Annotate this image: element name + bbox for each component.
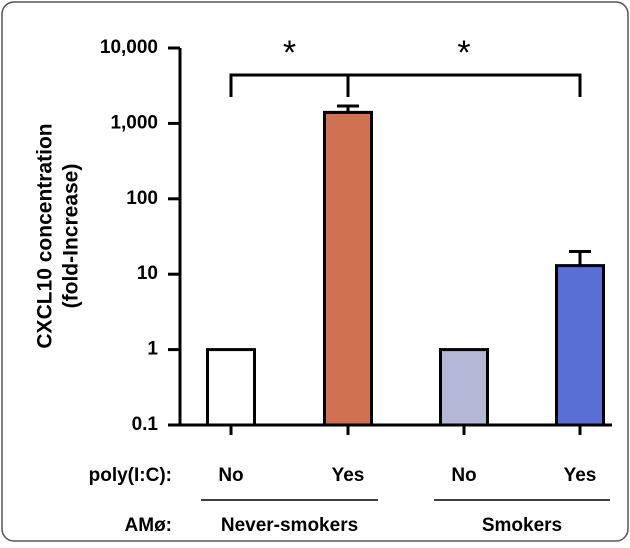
bar [206,348,256,427]
group-label: Smokers [482,515,562,536]
x-row-label: poly(I:C): [89,465,172,486]
y-axis-label: (fold-Increase) [60,164,83,309]
y-tick-label: 10,000 [100,37,158,58]
x-tick-label: No [451,465,476,486]
significance-label: * [457,34,470,72]
significance-bracket [346,73,582,97]
y-tick-label: 1 [147,339,158,360]
x-tick-label: Yes [332,465,365,486]
group-label: Never-smokers [221,515,358,536]
y-axis-label: CXCL10 concentration [34,123,57,348]
y-tick-label: 0.1 [132,414,159,435]
significance-label: * [283,34,296,72]
group-row-label: AMø: [125,515,172,536]
bar [439,348,489,427]
y-tick-label: 1,000 [110,112,158,133]
x-tick-label: Yes [564,465,597,486]
x-tick-label: No [218,465,243,486]
bar [555,264,605,427]
y-tick-label: 100 [126,188,158,209]
bar [323,110,373,427]
y-tick-label: 10 [137,263,158,284]
